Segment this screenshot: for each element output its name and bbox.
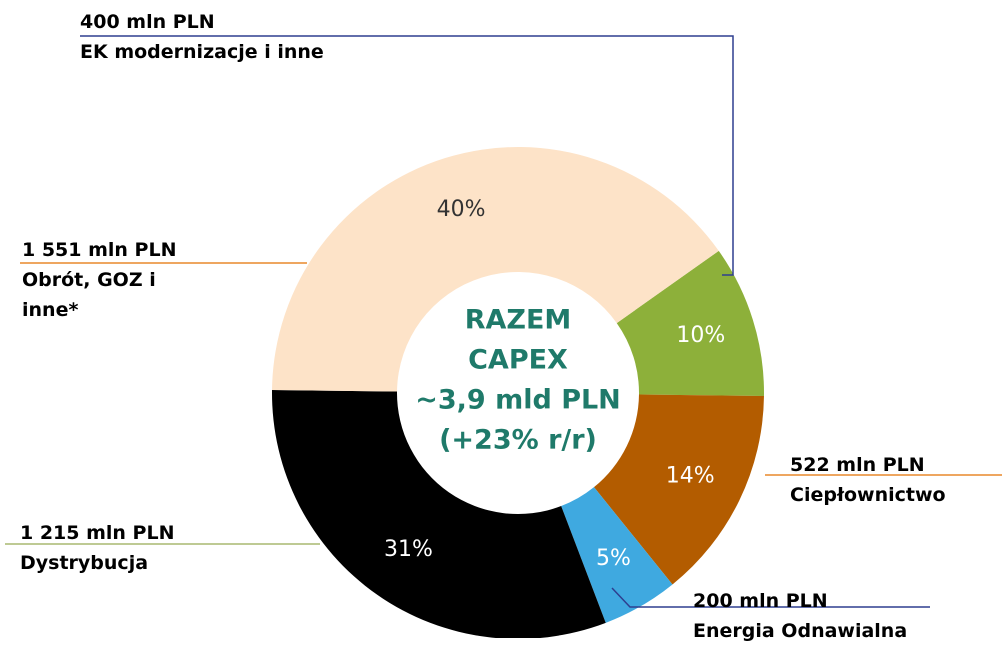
value-label: 5% — [596, 546, 631, 571]
segment-label: 200 mln PLN Energia Odnawialna — [693, 586, 907, 646]
center-text: RAZEM — [465, 305, 572, 336]
donut-segment — [616, 250, 764, 397]
amount-label: 1 215 mln PLN — [20, 522, 175, 544]
donut-segment — [593, 394, 764, 585]
amount-label: 1 551 mln PLN — [22, 239, 177, 261]
value-label: 14% — [666, 464, 715, 489]
center-text: (+23% r/r) — [439, 425, 597, 456]
segment-label: 522 mln PLN Ciepłownictwo — [790, 450, 946, 510]
leader-line — [80, 35, 734, 276]
value-label: 40% — [437, 197, 486, 222]
value-label: 10% — [676, 323, 725, 348]
category-label: Ciepłownictwo — [790, 484, 946, 506]
segment-label: 1 215 mln PLN Dystrybucja — [20, 518, 175, 578]
amount-label: 522 mln PLN — [790, 454, 925, 476]
center-text: CAPEX — [468, 345, 568, 376]
amount-label: 200 mln PLN — [693, 590, 828, 612]
donut-segment — [272, 389, 606, 638]
category-label: Dystrybucja — [20, 552, 149, 574]
donut-segment — [561, 487, 673, 623]
leader-line — [611, 587, 930, 608]
category-label: Obrót, GOZ i inne* — [22, 269, 156, 321]
category-label: Energia Odnawialna — [693, 620, 908, 642]
donut-segment — [272, 147, 719, 392]
category-label: EK modernizacje i inne — [80, 41, 324, 63]
amount-label: 400 mln PLN — [80, 11, 215, 33]
segment-label: 1 551 mln PLN Obrót, GOZ i inne* — [22, 235, 202, 325]
center-text: ~3,9 mld PLN — [415, 385, 621, 416]
segment-label: 400 mln PLN EK modernizacje i inne — [80, 7, 324, 67]
value-label: 31% — [384, 537, 433, 562]
